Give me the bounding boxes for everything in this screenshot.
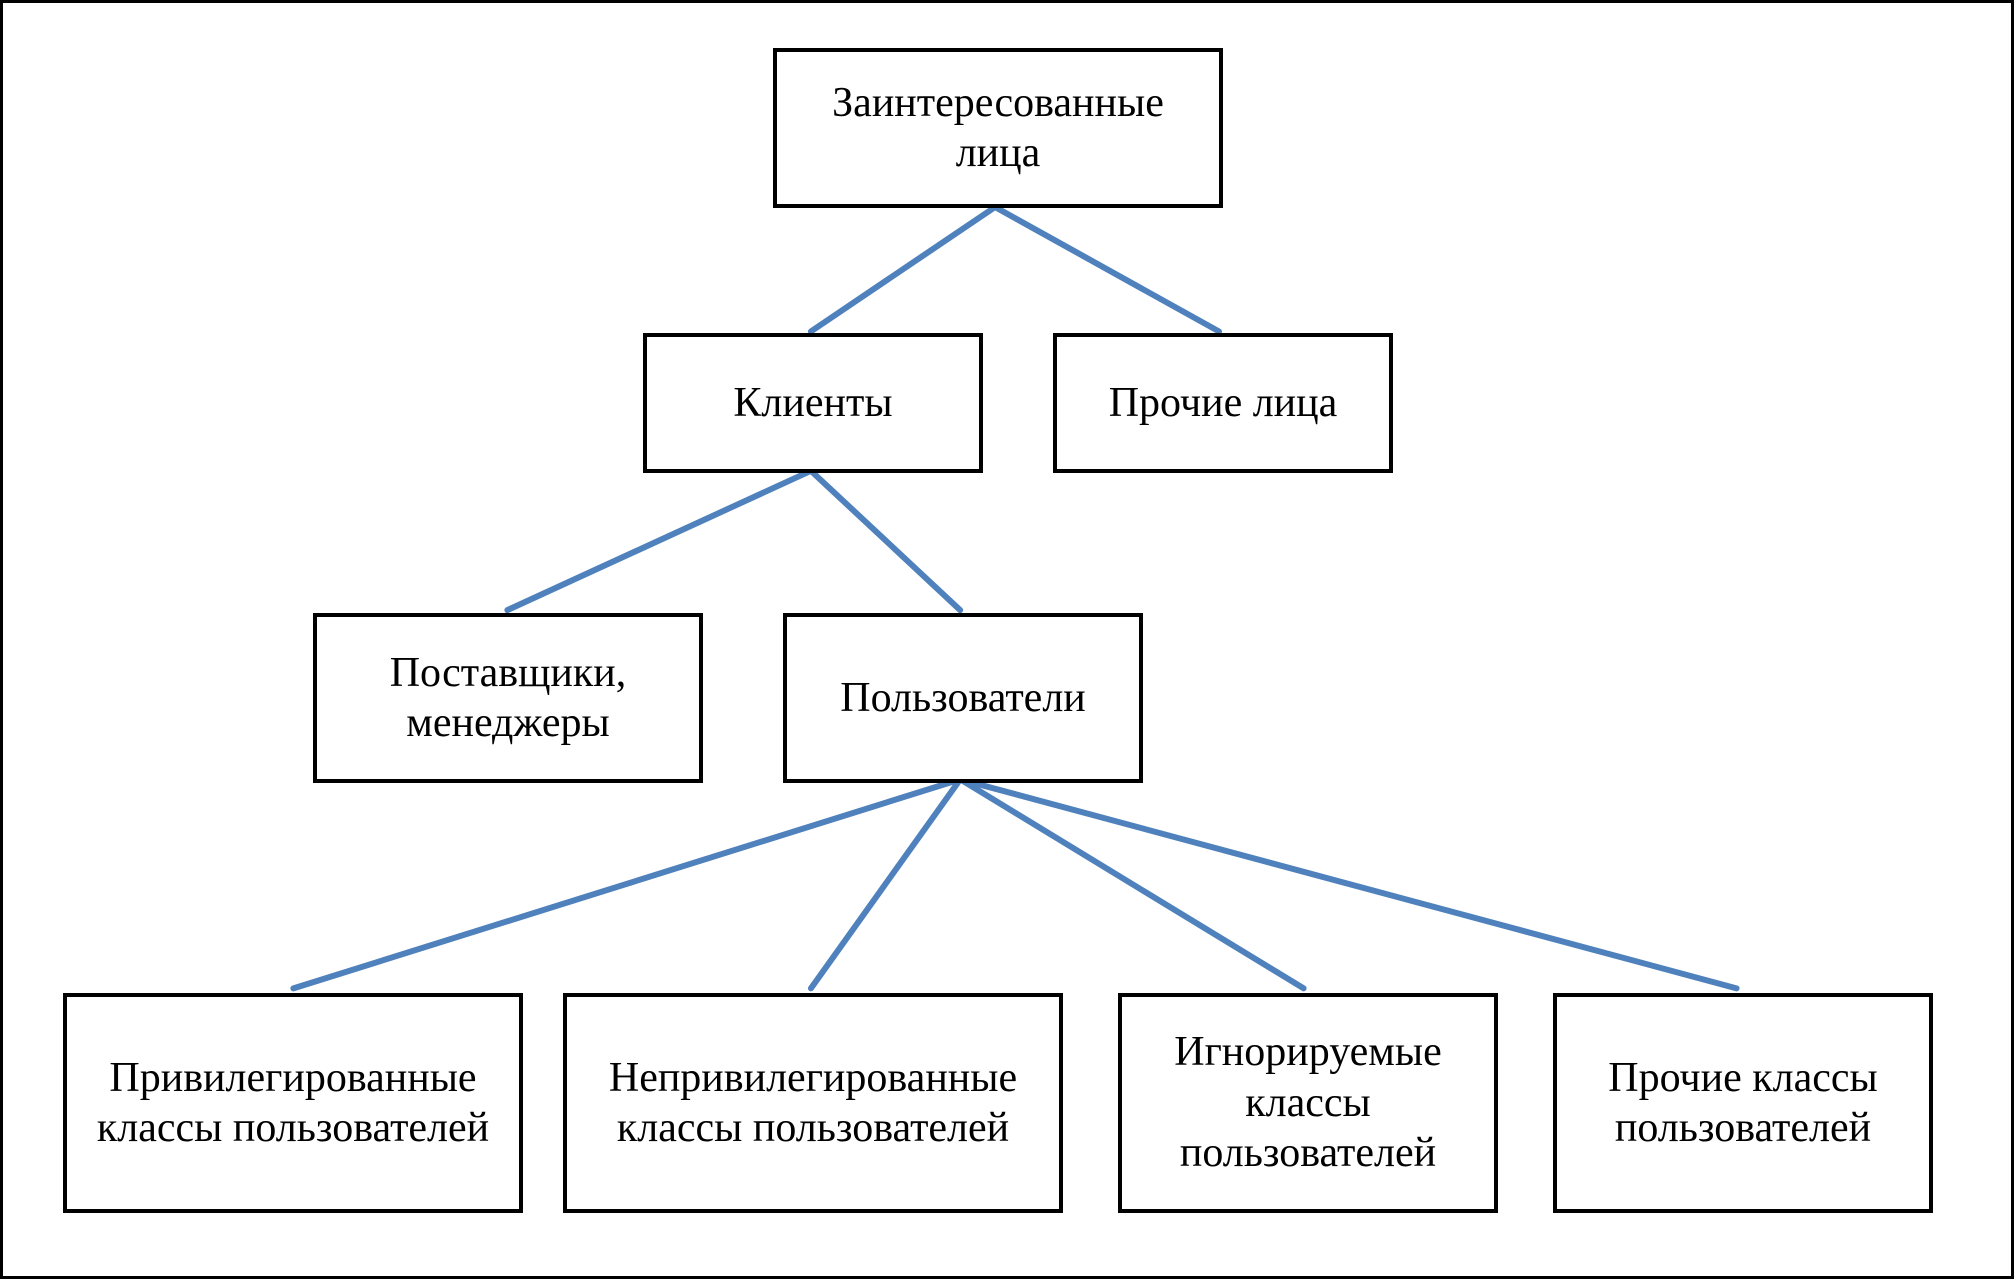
node-label: Заинтересованные лица — [793, 78, 1203, 179]
node-others: Прочие лица — [1053, 333, 1393, 473]
node-suppliers: Поставщики, менеджеры — [313, 613, 703, 783]
node-unpriv: Непривилегированные классы пользователей — [563, 993, 1063, 1213]
edge-clients-to-suppliers — [507, 471, 811, 610]
edge-users-to-othercls — [960, 779, 1736, 988]
node-label: Привилегированные классы пользователей — [83, 1053, 503, 1154]
edge-users-to-priv — [293, 779, 960, 988]
node-label: Поставщики, менеджеры — [333, 648, 683, 749]
node-label: Пользователи — [840, 673, 1086, 723]
node-othercls: Прочие классы пользователей — [1553, 993, 1933, 1213]
node-priv: Привилегированные классы пользователей — [63, 993, 523, 1213]
edge-users-to-unpriv — [811, 779, 960, 988]
diagram-canvas: Заинтересованные лица Клиенты Прочие лица П… — [0, 0, 2014, 1279]
node-label: Клиенты — [733, 378, 892, 428]
edge-clients-to-users — [811, 471, 960, 610]
node-label: Прочие классы пользователей — [1573, 1053, 1913, 1154]
node-label: Прочие лица — [1109, 378, 1338, 428]
node-clients: Клиенты — [643, 333, 983, 473]
node-users: Пользователи — [783, 613, 1143, 783]
node-label: Игнорируемые классы пользователей — [1138, 1027, 1478, 1178]
node-ignored: Игнорируемые классы пользователей — [1118, 993, 1498, 1213]
edge-users-to-ignored — [960, 779, 1303, 988]
node-root: Заинтересованные лица — [773, 48, 1223, 208]
node-label: Непривилегированные классы пользователей — [583, 1053, 1043, 1154]
edge-root-to-others — [995, 207, 1219, 331]
edge-root-to-clients — [811, 207, 995, 331]
